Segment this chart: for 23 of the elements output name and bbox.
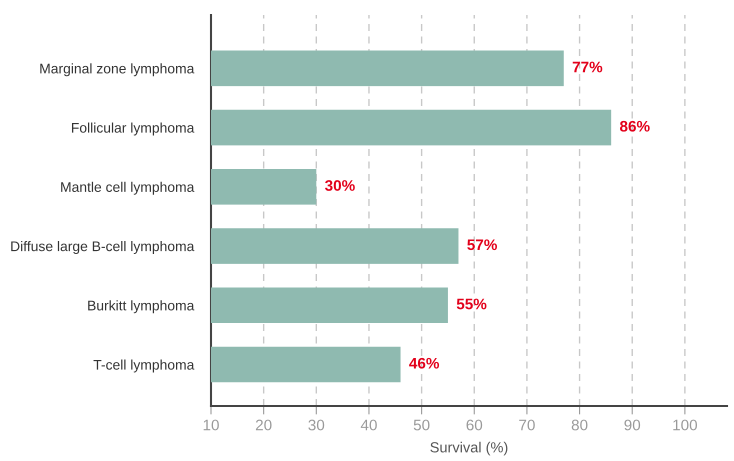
- x-tick-label: 20: [256, 420, 272, 430]
- x-tick-label: 80: [572, 420, 588, 430]
- y-tick-label: Follicular lymphoma: [72, 122, 194, 136]
- y-tick-label: Marginal zone lymphoma: [40, 63, 194, 76]
- data-label: 46%: [409, 358, 440, 369]
- data-label: 55%: [456, 298, 486, 310]
- x-tick-label: 30: [308, 420, 324, 430]
- x-tick-label: 60: [466, 420, 482, 430]
- x-tick-label: 100: [673, 420, 698, 430]
- data-label: 30%: [324, 180, 355, 191]
- y-tick-label: Burkitt lymphoma: [88, 300, 194, 314]
- x-tick-label: 40: [360, 420, 377, 430]
- y-tick-label: T-cell lymphoma: [94, 360, 194, 372]
- x-tick-label: 70: [519, 420, 535, 430]
- data-label: 86%: [620, 120, 650, 132]
- data-label: 77%: [572, 62, 602, 72]
- x-tick-label: 90: [624, 420, 640, 430]
- y-tick-label: Mantle cell lymphoma: [61, 182, 194, 195]
- x-tick-label: 10: [204, 420, 219, 430]
- x-tick-label: 50: [414, 420, 430, 430]
- y-tick-label: Diffuse large B-cell lymphoma: [11, 241, 194, 254]
- x-axis-title: Survival (%): [430, 442, 508, 456]
- data-label: 57%: [467, 239, 497, 250]
